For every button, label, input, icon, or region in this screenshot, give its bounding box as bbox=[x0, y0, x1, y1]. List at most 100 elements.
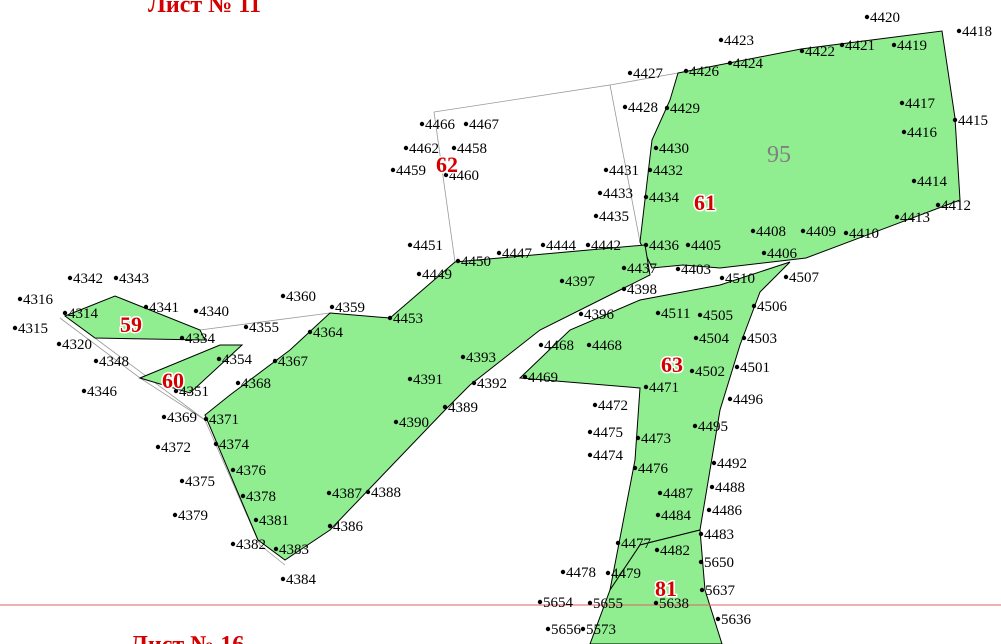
survey-point bbox=[936, 203, 940, 207]
point-label: 4392 bbox=[477, 376, 507, 392]
survey-point bbox=[699, 560, 703, 564]
survey-point bbox=[716, 617, 720, 621]
point-label: 4435 bbox=[599, 209, 629, 225]
survey-point bbox=[194, 309, 198, 313]
point-label: 4472 bbox=[598, 398, 628, 414]
point-label: 4431 bbox=[609, 163, 639, 179]
survey-point bbox=[204, 417, 208, 421]
survey-point bbox=[464, 122, 468, 126]
survey-point bbox=[523, 375, 527, 379]
point-label: 4342 bbox=[73, 271, 103, 287]
point-label: 4383 bbox=[279, 542, 309, 558]
point-label: 4447 bbox=[502, 246, 533, 262]
point-label: 4429 bbox=[670, 101, 700, 117]
survey-point bbox=[594, 214, 598, 218]
point-label: 4467 bbox=[469, 117, 500, 133]
survey-point bbox=[587, 343, 591, 347]
point-label: 4507 bbox=[789, 270, 820, 286]
survey-point bbox=[366, 490, 370, 494]
point-label: 4316 bbox=[23, 292, 54, 308]
survey-point bbox=[784, 275, 788, 279]
point-label: 4496 bbox=[733, 392, 764, 408]
survey-point bbox=[452, 146, 456, 150]
survey-point bbox=[13, 326, 17, 330]
point-label: 4503 bbox=[747, 331, 777, 347]
survey-point bbox=[586, 243, 590, 247]
survey-point bbox=[693, 424, 697, 428]
survey-point bbox=[800, 49, 804, 53]
point-label: 4466 bbox=[425, 117, 456, 133]
survey-point bbox=[114, 276, 118, 280]
point-label: 4396 bbox=[584, 307, 615, 323]
point-label: 4414 bbox=[917, 174, 948, 190]
point-label: 4486 bbox=[712, 503, 743, 519]
survey-point bbox=[156, 445, 160, 449]
point-label: 4432 bbox=[653, 163, 683, 179]
survey-point bbox=[244, 325, 248, 329]
point-label: 4381 bbox=[259, 513, 289, 529]
survey-point bbox=[388, 316, 392, 320]
point-label: 4341 bbox=[149, 300, 179, 316]
survey-point bbox=[707, 508, 711, 512]
cadastral-map: Лист № 11 Лист № 16 44204418442344214419… bbox=[0, 0, 1001, 644]
survey-point bbox=[241, 494, 245, 498]
survey-point bbox=[82, 389, 86, 393]
survey-point bbox=[655, 548, 659, 552]
point-label: 4434 bbox=[649, 190, 680, 206]
survey-point bbox=[902, 130, 906, 134]
point-label: 4416 bbox=[907, 125, 938, 141]
survey-point bbox=[391, 168, 395, 172]
point-label: 4359 bbox=[335, 300, 365, 316]
survey-point bbox=[699, 532, 703, 536]
survey-point bbox=[308, 330, 312, 334]
survey-point bbox=[623, 105, 627, 109]
survey-point bbox=[461, 355, 465, 359]
point-label: 4487 bbox=[663, 486, 694, 502]
survey-point bbox=[274, 547, 278, 551]
survey-point bbox=[616, 541, 620, 545]
point-label: 4482 bbox=[660, 543, 690, 559]
point-label: 4340 bbox=[199, 304, 229, 320]
point-label: 4421 bbox=[845, 38, 875, 54]
survey-point bbox=[144, 305, 148, 309]
parcel-label: 60 bbox=[162, 368, 184, 393]
survey-point bbox=[762, 251, 766, 255]
survey-point bbox=[700, 588, 704, 592]
point-label: 4488 bbox=[715, 480, 745, 496]
point-label: 4505 bbox=[703, 308, 733, 324]
point-label: 4427 bbox=[633, 66, 664, 82]
survey-point bbox=[231, 542, 235, 546]
survey-point bbox=[895, 215, 899, 219]
point-label: 4426 bbox=[689, 64, 720, 80]
point-label: 4382 bbox=[236, 537, 266, 553]
point-label: 4428 bbox=[628, 100, 658, 116]
point-label: 4415 bbox=[958, 113, 988, 129]
survey-point bbox=[456, 259, 460, 263]
point-label: 4390 bbox=[399, 415, 429, 431]
point-label: 4408 bbox=[756, 224, 786, 240]
survey-point bbox=[654, 146, 658, 150]
survey-point bbox=[236, 381, 240, 385]
point-label: 4451 bbox=[413, 238, 443, 254]
point-label: 4444 bbox=[546, 238, 577, 254]
point-label: 4409 bbox=[806, 224, 836, 240]
survey-point bbox=[581, 627, 585, 631]
point-label: 4403 bbox=[681, 262, 711, 278]
point-label: 4477 bbox=[621, 536, 652, 552]
survey-point bbox=[720, 276, 724, 280]
survey-point bbox=[694, 336, 698, 340]
point-label: 4475 bbox=[593, 425, 623, 441]
parcel-label: 95 bbox=[767, 142, 791, 168]
sheet-title: Лист № 11 bbox=[148, 0, 261, 18]
survey-point bbox=[539, 343, 543, 347]
point-label: 4422 bbox=[805, 44, 835, 60]
survey-point bbox=[665, 106, 669, 110]
point-label: 4417 bbox=[905, 96, 936, 112]
survey-point bbox=[628, 71, 632, 75]
survey-point bbox=[417, 272, 421, 276]
survey-point bbox=[94, 359, 98, 363]
point-label: 4502 bbox=[695, 364, 725, 380]
point-label: 4501 bbox=[740, 360, 770, 376]
survey-point bbox=[588, 430, 592, 434]
survey-point bbox=[281, 577, 285, 581]
